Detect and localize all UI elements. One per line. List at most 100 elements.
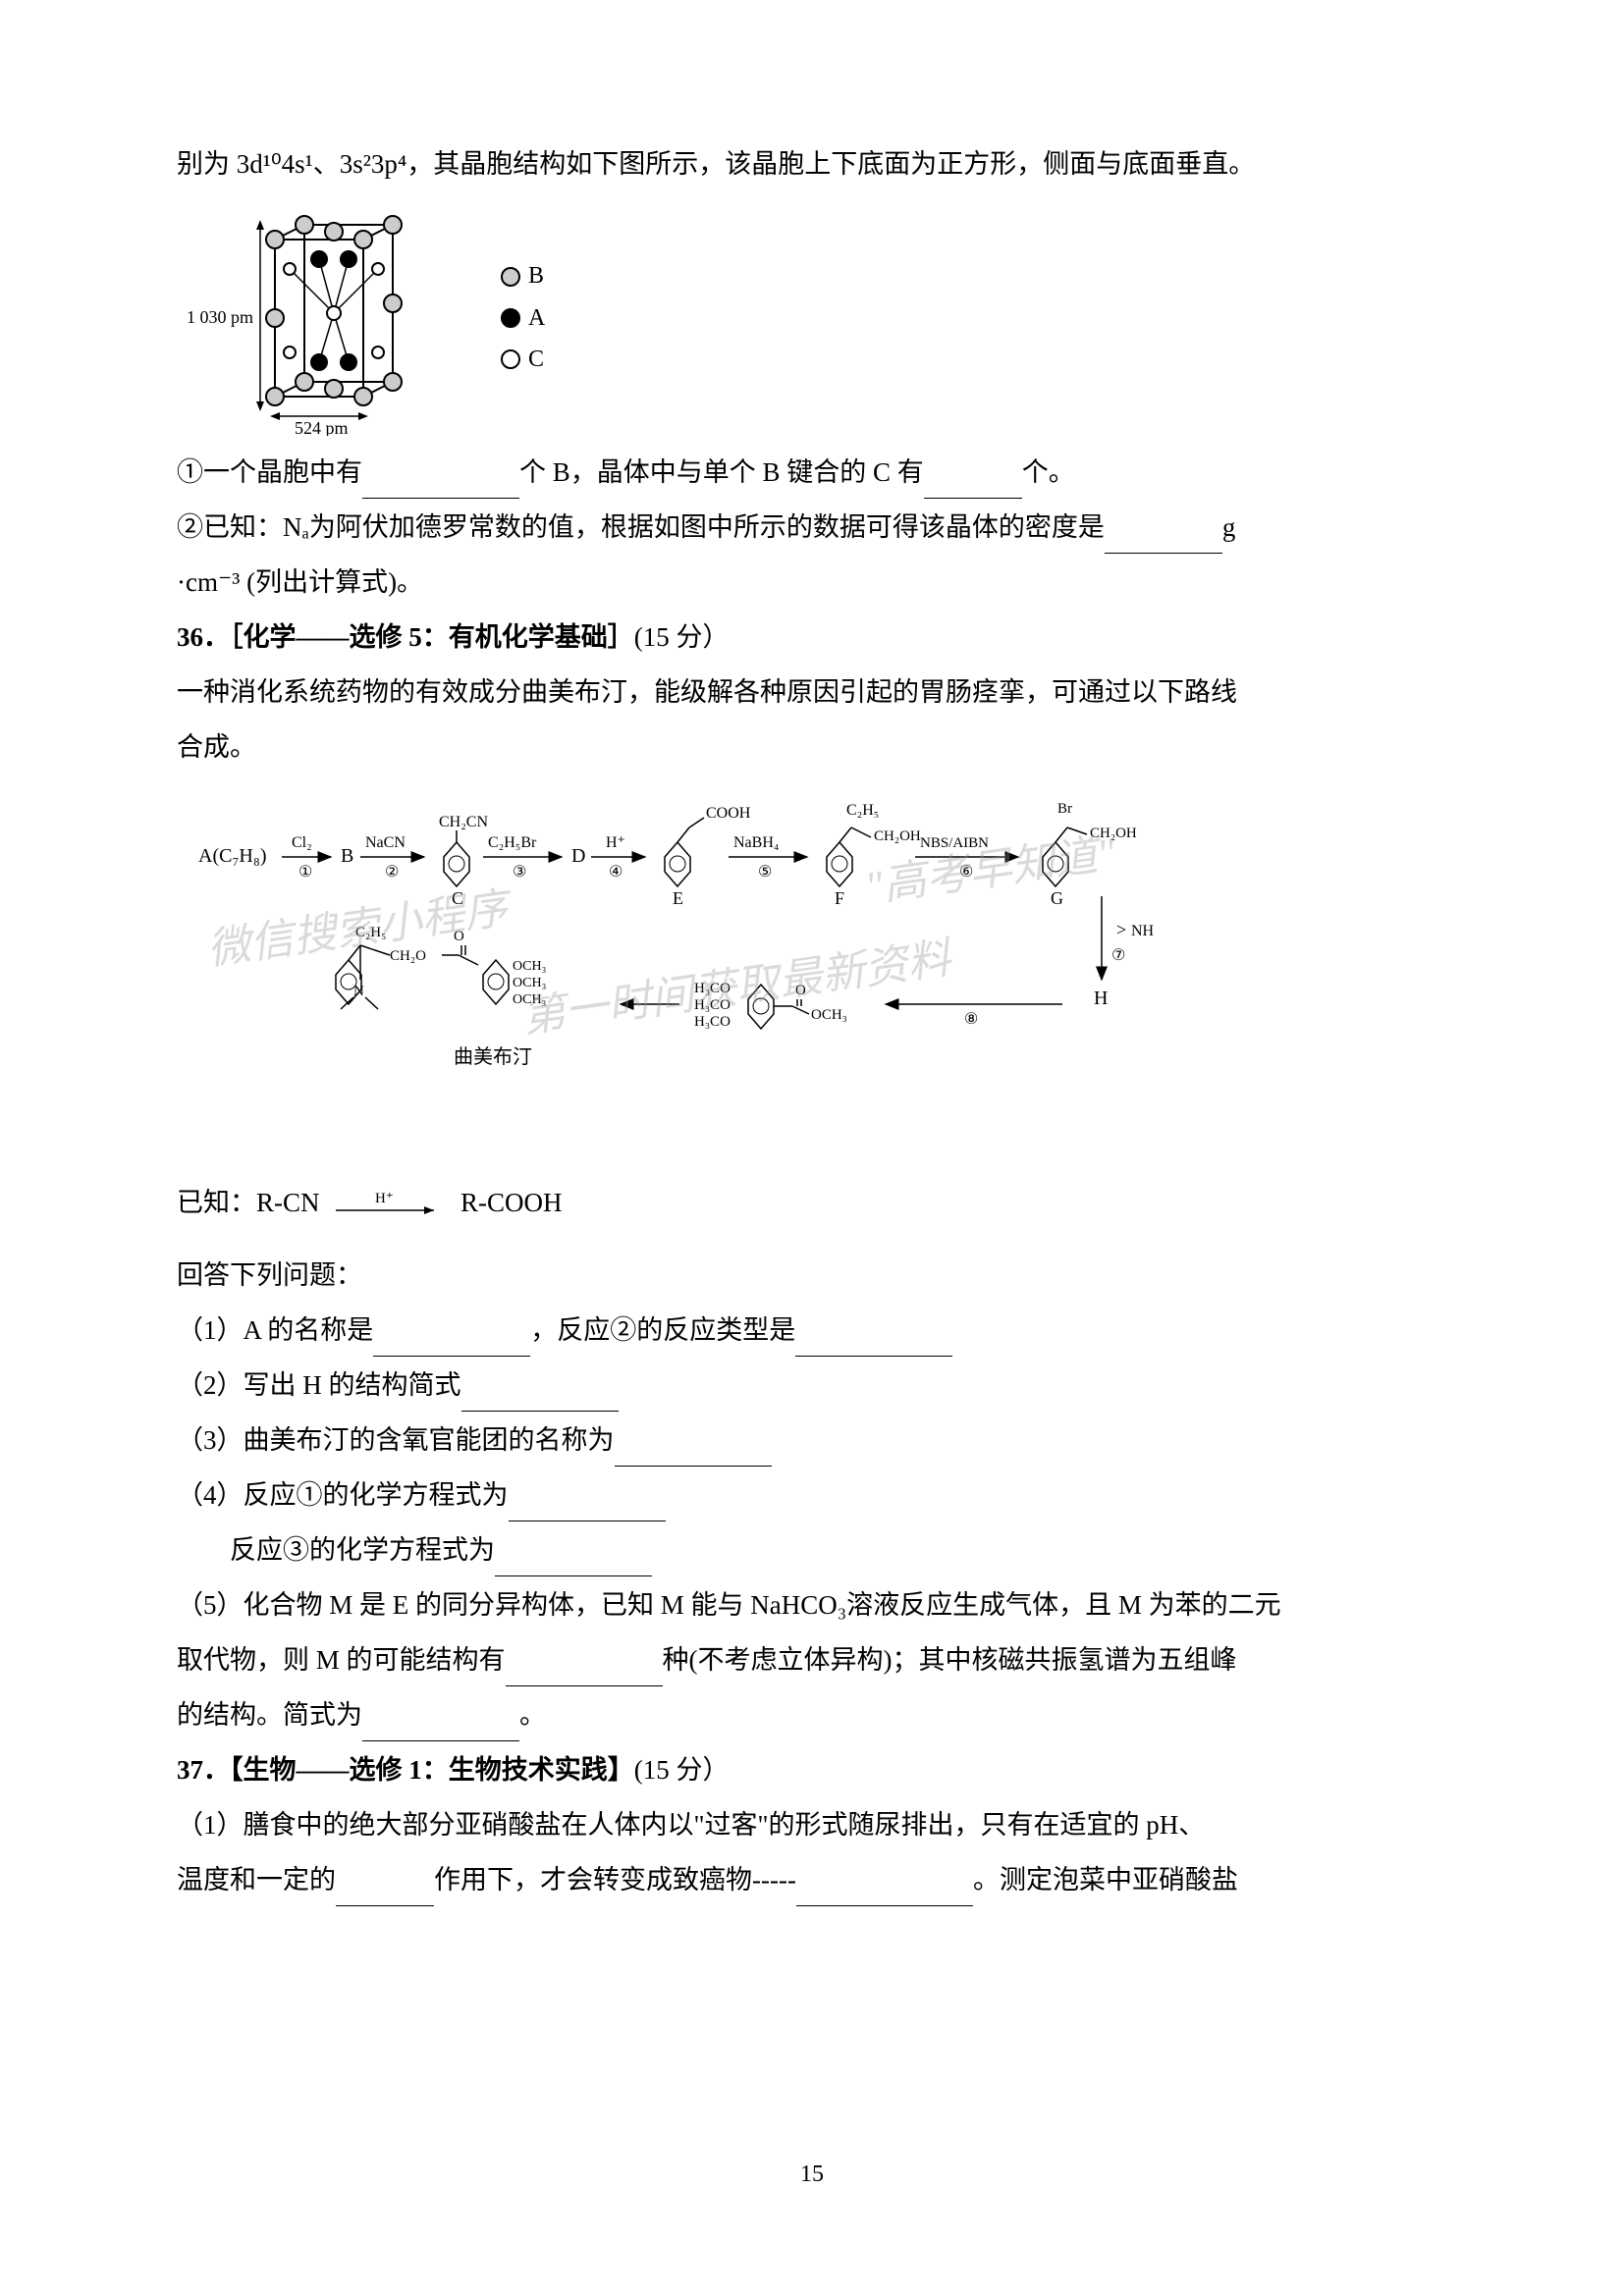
q36-1: （1）A 的名称是 ，反应②的反应类型是 <box>177 1304 1447 1357</box>
q37-points: (15 分） <box>634 1755 730 1785</box>
svg-text:O: O <box>454 929 464 944</box>
svg-text:CH₂CN: CH₂CN <box>439 814 488 830</box>
answer-prompt: 回答下列问题： <box>177 1249 1447 1302</box>
svg-text:H⁺: H⁺ <box>375 1191 394 1206</box>
svg-text:A(C₇H₈): A(C₇H₈) <box>198 845 267 867</box>
blank-36-3[interactable] <box>615 1435 772 1467</box>
svg-text:B: B <box>341 845 353 867</box>
q36-3-text: （3）曲美布汀的含氧官能团的名称为 <box>177 1425 615 1455</box>
svg-text:>: > <box>1116 920 1126 939</box>
blank-37-1a[interactable] <box>336 1875 434 1906</box>
q36-5a: （5）化合物 M 是 E 的同分异构体，已知 M 能与 NaHCO₃溶液反应生成… <box>177 1578 1447 1631</box>
page-number: 15 <box>800 2162 824 2188</box>
legend-a-label: A <box>528 299 545 337</box>
svg-text:COOH: COOH <box>706 805 751 822</box>
intro-text: 别为 3d¹⁰4s¹、3s²3p⁴，其晶胞结构如下图所示，该晶胞上下底面为正方形… <box>177 137 1447 190</box>
svg-text:O: O <box>795 983 806 998</box>
blank-36-2[interactable] <box>461 1380 619 1412</box>
q36-1b: ，反应②的反应类型是 <box>530 1315 795 1345</box>
q37-1c: 作用下，才会转变成致癌物----- <box>434 1865 796 1895</box>
svg-text:Cl₂: Cl₂ <box>292 834 312 851</box>
q36-4a: （4）反应①的化学方程式为 <box>177 1468 1447 1522</box>
svg-text:CH₂O: CH₂O <box>390 948 426 964</box>
q1-text-2: 个 B，晶体中与单个 B 键合的 C 有 <box>519 457 924 487</box>
question-2: ②已知：Nₐ为阿伏加德罗常数的值，根据如图中所示的数据可得该晶体的密度是g <box>177 501 1447 554</box>
blank-36-5b[interactable] <box>362 1710 519 1741</box>
svg-text:NaCN: NaCN <box>365 834 406 851</box>
q36-2: （2）写出 H 的结构简式 <box>177 1359 1447 1412</box>
svg-text:H: H <box>1094 988 1108 1009</box>
blank-36-1a[interactable] <box>373 1325 530 1357</box>
q36-header: 36．［化学——选修 5：有机化学基础］(15 分） <box>177 611 1447 664</box>
svg-text:H₃CO: H₃CO <box>694 1014 731 1030</box>
legend-c: C <box>501 341 545 378</box>
svg-text:N: N <box>353 984 364 999</box>
blank-37-1b[interactable] <box>796 1875 973 1906</box>
blank-1a[interactable] <box>362 467 519 499</box>
blank-36-1b[interactable] <box>795 1325 952 1357</box>
blank-1b[interactable] <box>924 467 1022 499</box>
svg-text:⑥: ⑥ <box>959 864 973 881</box>
svg-text:②: ② <box>385 864 399 881</box>
q36-5d-line: 的结构。简式为 。 <box>177 1688 1447 1741</box>
blank-36-5a[interactable] <box>506 1655 663 1686</box>
crystal-legend: B A C <box>501 253 545 382</box>
q37-1b: 温度和一定的 <box>177 1865 336 1895</box>
svg-text:G: G <box>1051 888 1063 908</box>
reaction-scheme-container: 微信搜索小程序 "高考早知道" 第一时间获取最新资料 A(C₇H₈) Cl₂ ①… <box>177 788 1447 1161</box>
q37-header: 37．【生物——选修 1：生物技术实践】(15 分） <box>177 1743 1447 1796</box>
svg-text:Br: Br <box>1057 801 1072 817</box>
svg-text:⑧: ⑧ <box>964 1011 978 1028</box>
q36-intro-2: 合成。 <box>177 721 1447 774</box>
svg-text:NH: NH <box>1131 923 1155 939</box>
q36-3: （3）曲美布汀的含氧官能团的名称为 <box>177 1414 1447 1467</box>
height-label: 1 030 pm <box>187 307 253 327</box>
legend-b: B <box>501 257 545 294</box>
crystal-diagram-container: 1 030 pm <box>177 200 1447 436</box>
question-1: ①一个晶胞中有 个 B，晶体中与单个 B 键合的 C 有 个。 <box>177 446 1447 499</box>
reaction-svg: A(C₇H₈) Cl₂ ① B NaCN ② CH₂CN C C₂H₅Br ③ … <box>177 788 1447 1161</box>
q37-1d: 。测定泡菜中亚硝酸盐 <box>973 1865 1238 1895</box>
svg-text:C₂H₅: C₂H₅ <box>846 802 879 819</box>
q36-5d: 的结构。简式为 <box>177 1700 362 1730</box>
svg-text:OCH₃: OCH₃ <box>513 959 547 974</box>
product-name: 曲美布汀 <box>454 1045 532 1068</box>
svg-text:C₂H₅Br: C₂H₅Br <box>488 834 537 851</box>
q36-intro-1: 一种消化系统药物的有效成分曲美布汀，能级解各种原因引起的胃肠痉挛，可通过以下路线 <box>177 666 1447 719</box>
q36-4a-text: （4）反应①的化学方程式为 <box>177 1480 509 1510</box>
q36-4b-text: 反应③的化学方程式为 <box>230 1535 495 1565</box>
svg-text:C: C <box>452 888 463 908</box>
svg-text:③: ③ <box>513 864 526 881</box>
known-arrow-svg: H⁺ <box>326 1191 454 1220</box>
legend-c-label: C <box>528 341 544 378</box>
svg-text:H⁺: H⁺ <box>606 834 625 851</box>
q36-5c: 种(不考虑立体异构)；其中核磁共振氢谱为五组峰 <box>663 1645 1237 1675</box>
svg-text:D: D <box>571 845 585 867</box>
q36-title: 36．［化学——选修 5：有机化学基础］ <box>177 622 634 652</box>
q36-4b: 反应③的化学方程式为 <box>177 1523 1447 1576</box>
svg-text:H₃CO: H₃CO <box>694 997 731 1013</box>
crystal-structure-svg: 1 030 pm <box>177 200 471 436</box>
q1-text-1: ①一个晶胞中有 <box>177 457 362 487</box>
svg-text:⑤: ⑤ <box>758 864 772 881</box>
svg-text:H₃CO: H₃CO <box>694 981 731 996</box>
q37-title: 37．【生物——选修 1：生物技术实践】 <box>177 1755 634 1785</box>
svg-text:OCH₃: OCH₃ <box>513 976 547 990</box>
q2-text-2: g <box>1222 512 1236 542</box>
blank-2[interactable] <box>1105 522 1222 554</box>
legend-b-label: B <box>528 257 544 294</box>
blank-36-4a[interactable] <box>509 1490 666 1522</box>
svg-text:OCH₃: OCH₃ <box>513 992 547 1007</box>
q1-text-3: 个。 <box>1022 457 1075 487</box>
svg-text:OCH₃: OCH₃ <box>811 1007 847 1023</box>
q37-1b-line: 温度和一定的 作用下，才会转变成致癌物----- 。测定泡菜中亚硝酸盐 <box>177 1853 1447 1906</box>
q36-5e: 。 <box>519 1700 546 1730</box>
known-label: 已知：R-CN <box>177 1188 320 1217</box>
q36-2-text: （2）写出 H 的结构简式 <box>177 1370 461 1400</box>
q36-1a: （1）A 的名称是 <box>177 1315 373 1345</box>
q36-5b: 取代物，则 M 的可能结构有 <box>177 1645 506 1675</box>
svg-text:C₂H₅: C₂H₅ <box>355 925 386 940</box>
svg-text:F: F <box>835 888 844 908</box>
q36-5b-line: 取代物，则 M 的可能结构有 种(不考虑立体异构)；其中核磁共振氢谱为五组峰 <box>177 1633 1447 1686</box>
blank-36-4b[interactable] <box>495 1545 652 1576</box>
